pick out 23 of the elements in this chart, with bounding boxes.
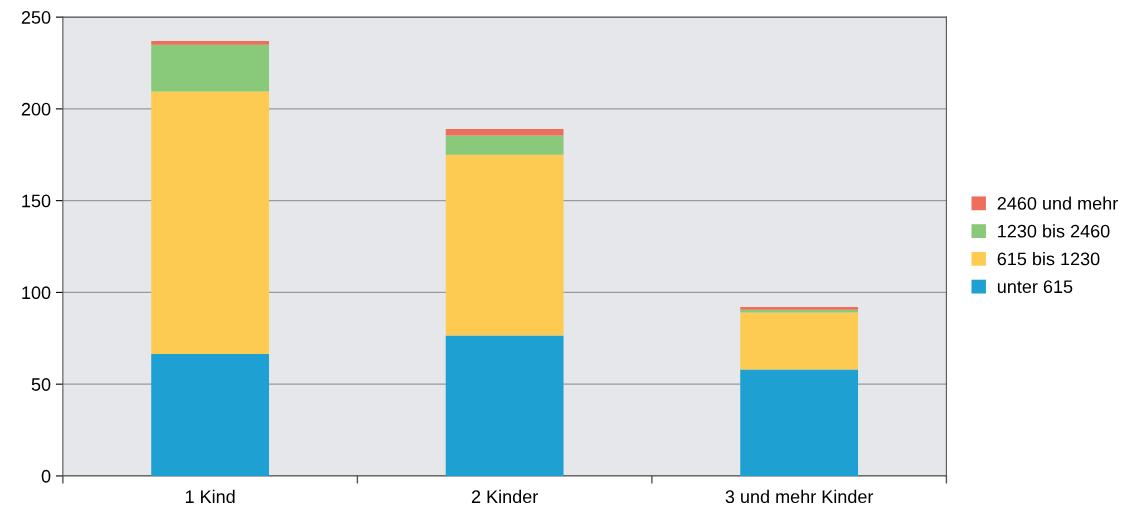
- x-tick-label: 1 Kind: [185, 489, 235, 504]
- bar: [151, 40, 270, 45]
- legend-label: 2460 und mehr: [997, 196, 1118, 210]
- bar: [445, 335, 564, 476]
- bar: [445, 154, 564, 336]
- bar: [445, 129, 564, 136]
- legend-label: 615 bis 1230: [997, 252, 1100, 266]
- bar: [740, 369, 859, 476]
- y-tick-label: 50: [31, 378, 51, 391]
- x-tick-label: 2 Kinder: [471, 489, 538, 504]
- bar: [445, 135, 564, 155]
- bar: [151, 44, 270, 92]
- y-tick-label: 200: [21, 102, 51, 116]
- bar: [151, 353, 270, 476]
- legend-label: unter 615: [997, 280, 1073, 294]
- x-tick-label: 3 und mehr Kinder: [725, 489, 874, 504]
- bar: [740, 312, 859, 370]
- y-tick-label: 150: [22, 194, 51, 208]
- y-tick-label: 100: [22, 286, 51, 300]
- y-tick-label: 250: [21, 11, 51, 24]
- legend-label: 1230 bis 2460: [998, 224, 1110, 238]
- y-tick-label: 0: [41, 469, 51, 483]
- bar: [151, 91, 270, 354]
